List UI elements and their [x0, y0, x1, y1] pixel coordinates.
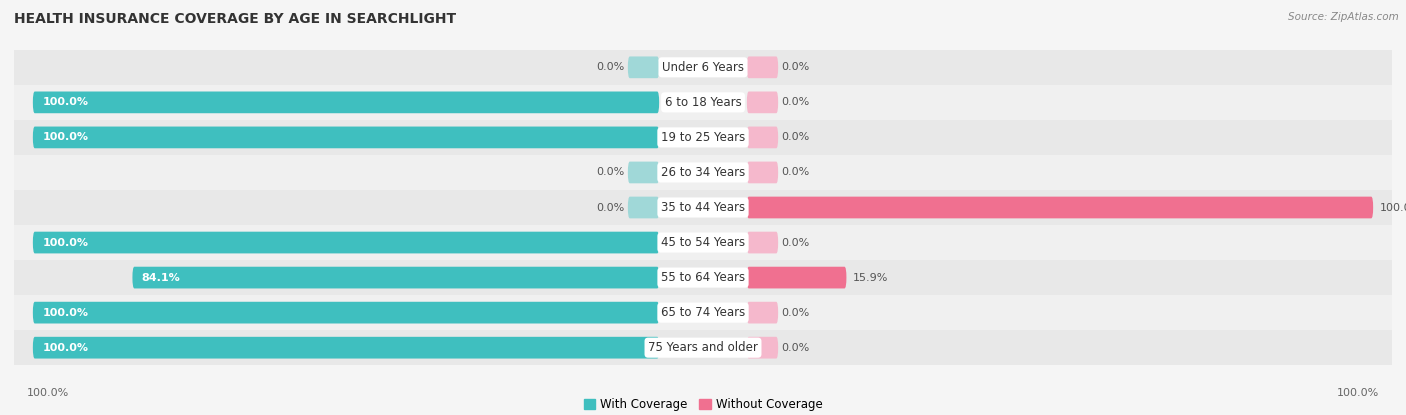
Text: 100.0%: 100.0%: [42, 98, 89, 107]
Text: 0.0%: 0.0%: [782, 62, 810, 72]
FancyBboxPatch shape: [32, 232, 659, 254]
Text: 0.0%: 0.0%: [596, 168, 624, 178]
FancyBboxPatch shape: [747, 56, 778, 78]
FancyBboxPatch shape: [32, 302, 659, 324]
Text: 45 to 54 Years: 45 to 54 Years: [661, 236, 745, 249]
FancyBboxPatch shape: [628, 161, 659, 183]
Text: 19 to 25 Years: 19 to 25 Years: [661, 131, 745, 144]
Bar: [14, 85, 1392, 120]
Text: 100.0%: 100.0%: [42, 237, 89, 247]
Bar: [14, 120, 1392, 155]
FancyBboxPatch shape: [747, 302, 778, 324]
Legend: With Coverage, Without Coverage: With Coverage, Without Coverage: [579, 393, 827, 415]
Text: 100.0%: 100.0%: [27, 388, 69, 398]
Text: 0.0%: 0.0%: [596, 203, 624, 212]
FancyBboxPatch shape: [32, 91, 659, 113]
Text: 26 to 34 Years: 26 to 34 Years: [661, 166, 745, 179]
Text: 65 to 74 Years: 65 to 74 Years: [661, 306, 745, 319]
FancyBboxPatch shape: [747, 197, 1374, 218]
Text: 0.0%: 0.0%: [782, 168, 810, 178]
Text: 0.0%: 0.0%: [596, 62, 624, 72]
FancyBboxPatch shape: [32, 337, 659, 359]
Text: 6 to 18 Years: 6 to 18 Years: [665, 96, 741, 109]
Text: 55 to 64 Years: 55 to 64 Years: [661, 271, 745, 284]
FancyBboxPatch shape: [132, 267, 659, 288]
FancyBboxPatch shape: [628, 56, 659, 78]
Bar: [14, 295, 1392, 330]
Bar: [14, 155, 1392, 190]
Text: 15.9%: 15.9%: [852, 273, 889, 283]
FancyBboxPatch shape: [747, 91, 778, 113]
FancyBboxPatch shape: [747, 267, 846, 288]
FancyBboxPatch shape: [747, 337, 778, 359]
Text: 100.0%: 100.0%: [42, 132, 89, 142]
Text: 100.0%: 100.0%: [1337, 388, 1379, 398]
Text: HEALTH INSURANCE COVERAGE BY AGE IN SEARCHLIGHT: HEALTH INSURANCE COVERAGE BY AGE IN SEAR…: [14, 12, 456, 27]
Text: 0.0%: 0.0%: [782, 98, 810, 107]
Text: Under 6 Years: Under 6 Years: [662, 61, 744, 74]
Bar: [14, 50, 1392, 85]
Text: 0.0%: 0.0%: [782, 132, 810, 142]
Bar: [14, 330, 1392, 365]
FancyBboxPatch shape: [747, 161, 778, 183]
FancyBboxPatch shape: [32, 127, 659, 148]
Text: 0.0%: 0.0%: [782, 343, 810, 353]
Bar: [14, 190, 1392, 225]
Text: 84.1%: 84.1%: [142, 273, 180, 283]
Text: 0.0%: 0.0%: [782, 308, 810, 317]
Text: 100.0%: 100.0%: [42, 308, 89, 317]
Text: 75 Years and older: 75 Years and older: [648, 341, 758, 354]
Text: 100.0%: 100.0%: [42, 343, 89, 353]
FancyBboxPatch shape: [747, 232, 778, 254]
Text: 100.0%: 100.0%: [1379, 203, 1406, 212]
Bar: [14, 260, 1392, 295]
FancyBboxPatch shape: [747, 127, 778, 148]
FancyBboxPatch shape: [628, 197, 659, 218]
Text: Source: ZipAtlas.com: Source: ZipAtlas.com: [1288, 12, 1399, 22]
Text: 35 to 44 Years: 35 to 44 Years: [661, 201, 745, 214]
Bar: [14, 225, 1392, 260]
Text: 0.0%: 0.0%: [782, 237, 810, 247]
